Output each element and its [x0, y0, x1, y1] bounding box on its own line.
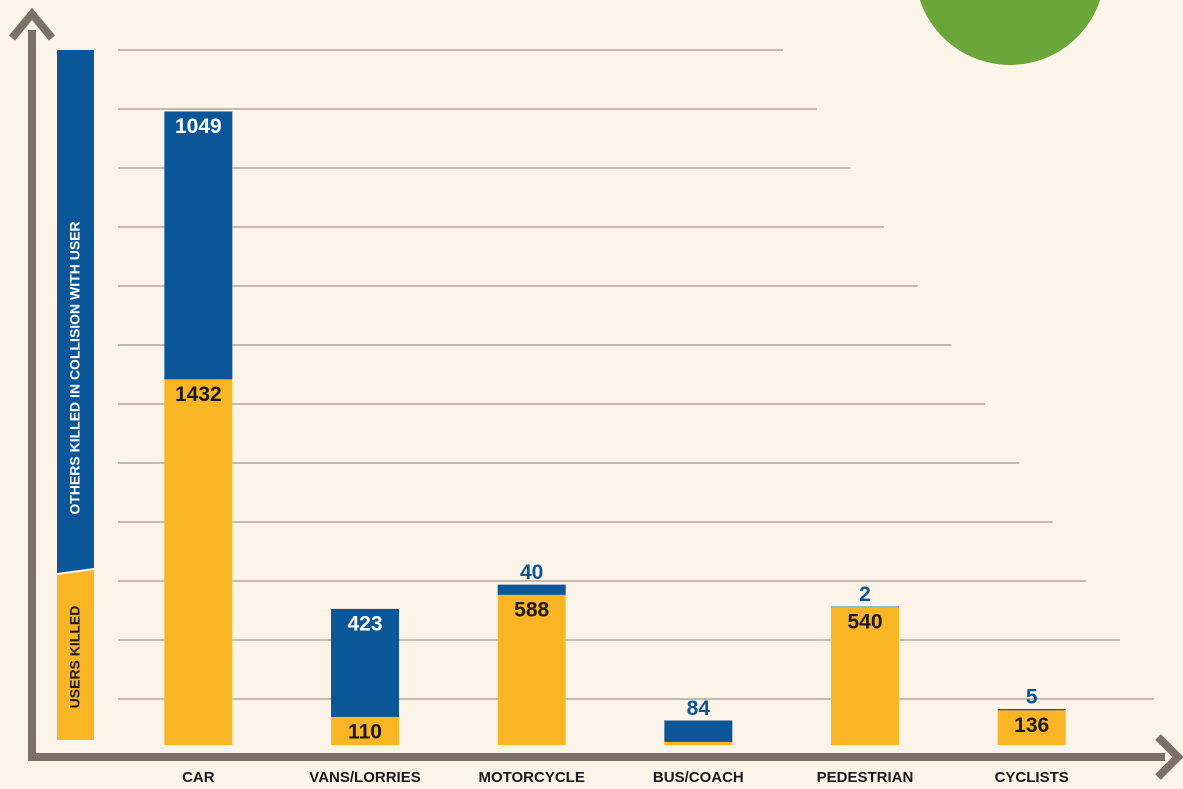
value-label: 40 — [520, 561, 543, 584]
decoration — [915, 0, 1105, 65]
bar-segment — [831, 607, 899, 608]
bar-segment — [164, 379, 232, 745]
value-label: 5 — [1026, 686, 1038, 709]
value-label: 136 — [1014, 714, 1049, 737]
value-label: 110 — [348, 720, 382, 743]
bar-segment — [664, 720, 732, 741]
x-tick-label: BUS/COACH — [653, 769, 744, 786]
x-tick-label: MOTORCYCLE — [478, 769, 584, 786]
value-label: 588 — [514, 598, 549, 621]
bar-segment — [498, 585, 566, 595]
bars: 1432104911042358840128454021365 — [164, 111, 1065, 745]
legend-label: OTHERS KILLED IN COLLISION WITH USER — [67, 221, 83, 514]
value-label: 1432 — [175, 383, 222, 406]
value-label: 540 — [847, 611, 882, 634]
x-tick-label: PEDESTRIAN — [817, 769, 914, 786]
chart: OTHERS KILLED IN COLLISION WITH USER USE… — [0, 0, 1183, 789]
bar-segment — [164, 111, 232, 379]
x-tick-label: CYCLISTS — [995, 769, 1069, 786]
value-label: 84 — [687, 697, 711, 720]
grid — [118, 50, 1154, 699]
x-tick-label: CAR — [182, 769, 215, 786]
bar-segment — [998, 709, 1066, 710]
legend-label: USERS KILLED — [67, 606, 83, 709]
value-label: 423 — [347, 612, 382, 635]
x-tick-label: VANS/LORRIES — [309, 769, 420, 786]
value-label: 2 — [859, 583, 871, 606]
value-label: 1049 — [175, 115, 222, 138]
